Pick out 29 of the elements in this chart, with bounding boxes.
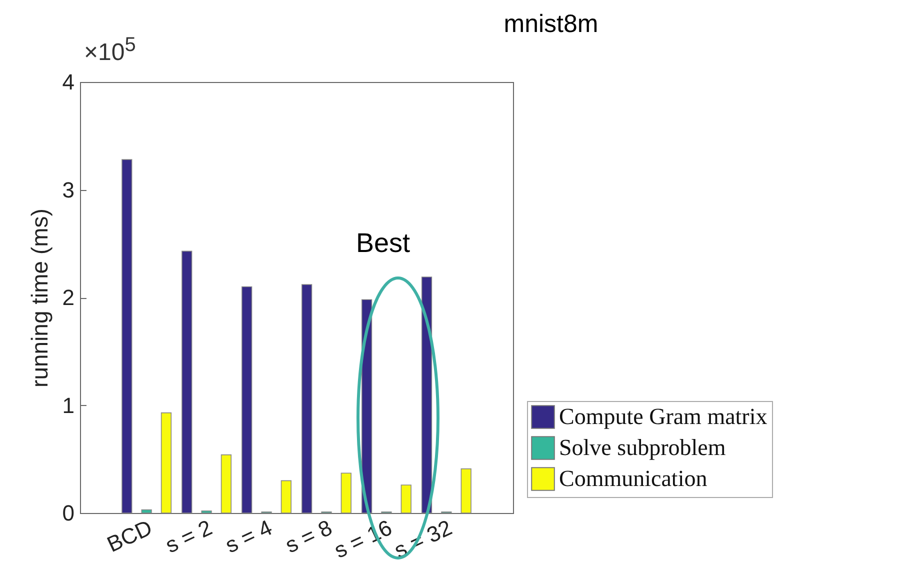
bar: [302, 284, 312, 514]
bar: [220, 454, 232, 514]
bar: [141, 509, 152, 514]
y-tick-label: 0: [62, 500, 74, 526]
x-tick-label: s = 2: [161, 514, 216, 558]
x-tick-label: s = 8: [281, 514, 336, 558]
bar: [201, 510, 212, 514]
y-tick-label: 3: [62, 177, 74, 202]
bar: [340, 472, 352, 514]
text: ×10$^{5}$: [84, 34, 136, 67]
bar: [460, 468, 472, 514]
y-tick-label: 2: [62, 285, 74, 310]
y-tick-label: 1: [62, 392, 74, 418]
x-tick-label: BCD: [103, 514, 156, 558]
legend-label: Communication: [559, 466, 708, 491]
bar: [160, 412, 172, 514]
bar: [242, 286, 252, 514]
bar: [421, 276, 432, 514]
bar: [280, 480, 292, 514]
bar: [122, 159, 132, 514]
bar: [182, 250, 192, 514]
y-tick-label: 4: [62, 70, 74, 94]
y-axis-title: running time (ms): [26, 208, 52, 388]
x-tick-label: s = 4: [221, 514, 276, 558]
bar: [400, 484, 412, 514]
legend-label: Solve subproblem: [559, 435, 726, 460]
annotation: Best: [356, 228, 410, 259]
chart-title: mnist8m: [504, 10, 598, 38]
legend-label: Compute Gram matrix: [559, 404, 768, 429]
